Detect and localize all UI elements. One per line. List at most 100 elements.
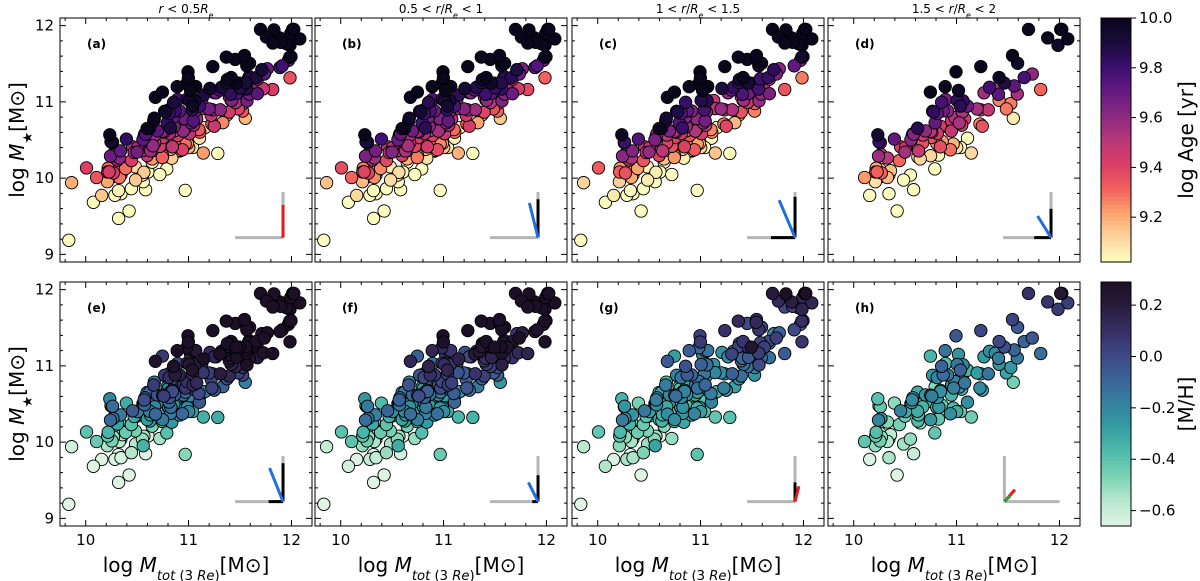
colorbar-band [1101, 209, 1131, 214]
panel-frame [59, 17, 313, 263]
data-point [736, 70, 750, 85]
data-point [147, 378, 161, 392]
colorbar-band [1101, 408, 1131, 413]
colorbar-band [1101, 30, 1131, 35]
data-point [474, 50, 488, 64]
panel-label: (e) [87, 301, 106, 315]
colorbar-band [1101, 314, 1131, 320]
data-point [137, 165, 151, 179]
data-point [863, 452, 877, 467]
data-point [391, 439, 405, 453]
data-point [111, 475, 126, 490]
panel-e: 10 11 12 9 10 11 12 (e) [35, 281, 313, 549]
data-point [402, 378, 416, 392]
colorbar-band [1101, 509, 1131, 515]
colorbar-band [1101, 168, 1131, 174]
data-point [213, 347, 227, 361]
colorbar-band [1101, 379, 1131, 385]
data-point [240, 358, 254, 372]
data-point [882, 187, 896, 201]
data-point [223, 87, 238, 101]
data-point [415, 426, 429, 440]
data-point [893, 404, 908, 418]
data-point [62, 497, 76, 511]
colorbar-band [1101, 290, 1131, 295]
data-point [725, 367, 739, 381]
colorbar-band [1101, 233, 1131, 239]
data-point [974, 59, 988, 74]
data-point [205, 381, 219, 395]
data-point [863, 188, 877, 203]
data-point [178, 183, 192, 198]
data-point [64, 440, 79, 454]
data-point [275, 59, 289, 73]
colorbar-band [1101, 489, 1131, 495]
data-point [882, 451, 896, 465]
data-point [667, 85, 682, 99]
data-point [255, 63, 269, 77]
data-point [410, 150, 424, 165]
colorbar-band [1101, 119, 1131, 125]
data-point [667, 150, 681, 165]
data-point [857, 434, 872, 449]
data-point [779, 287, 793, 301]
data-point [677, 140, 692, 154]
data-point [952, 116, 966, 130]
data-point [512, 331, 526, 345]
data-point [185, 99, 200, 113]
x-tick-label: 11 [179, 531, 198, 549]
data-point [451, 410, 465, 424]
data-point [521, 36, 535, 50]
colorbar-tick-label: 9.4 [1139, 158, 1163, 176]
data-point [344, 434, 359, 449]
data-point [778, 82, 792, 97]
colorbar-band [1101, 107, 1131, 113]
colorbar-band [1101, 302, 1131, 307]
data-point [778, 36, 792, 50]
data-point [392, 165, 406, 179]
data-point [649, 393, 663, 407]
colorbar-band [1101, 74, 1131, 80]
colorbar-metallicity: 0.2 0.0 −0.2 −0.4 −0.6 [M/H] [1100, 281, 1198, 527]
data-point [510, 63, 524, 77]
data-point [237, 48, 252, 63]
data-point [266, 346, 280, 361]
scatter-points [857, 22, 1075, 218]
data-point [341, 459, 356, 473]
colorbar-band [1101, 399, 1131, 405]
data-point [735, 87, 750, 101]
panel-c: (c) [571, 17, 825, 263]
data-point [715, 81, 729, 96]
colorbar-band [1101, 501, 1131, 507]
colorbar-band [1101, 115, 1131, 121]
colorbar-band [1101, 452, 1131, 458]
data-point [425, 344, 439, 358]
data-point [1025, 331, 1039, 345]
colorbar-age: 9.2 9.4 9.6 9.8 10.0 log Age [yr] [1100, 9, 1198, 263]
data-point [158, 105, 173, 119]
data-point [1051, 38, 1065, 52]
data-point [906, 183, 921, 197]
data-point [871, 149, 886, 163]
data-point [923, 413, 938, 427]
data-point [911, 144, 926, 158]
y-tick-label: 10 [35, 433, 54, 451]
ticks [828, 282, 1081, 526]
data-point [795, 71, 809, 85]
colorbar-band [1101, 156, 1131, 161]
colorbar-band [1101, 326, 1131, 332]
data-point [682, 80, 696, 94]
data-point [974, 323, 988, 338]
panel-g: 10 11 12 (g) [571, 281, 825, 549]
data-point [1021, 22, 1036, 37]
data-point [196, 410, 210, 424]
colorbar-band [1101, 140, 1131, 145]
data-point [461, 59, 475, 74]
data-point [898, 145, 912, 159]
data-point [787, 59, 801, 73]
data-point [283, 335, 297, 349]
data-point [478, 87, 493, 101]
colorbar-band [1101, 180, 1131, 186]
data-point [982, 80, 997, 94]
data-point [719, 119, 733, 133]
